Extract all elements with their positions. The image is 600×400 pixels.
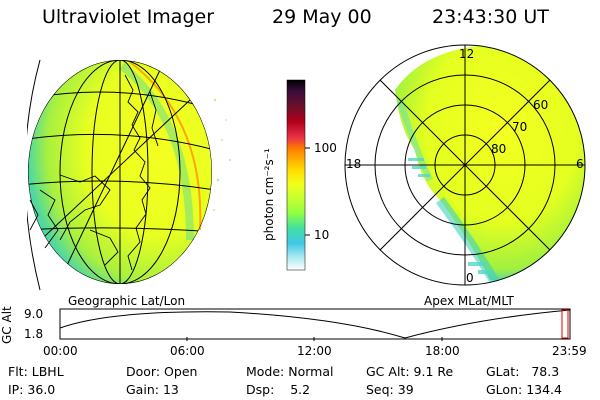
- altitude-ytick-high: 9.0: [24, 307, 44, 321]
- info-door: Door: Open: [126, 364, 198, 379]
- apex-caption: Apex MLat/MLT: [424, 294, 514, 308]
- limb-highlight: [129, 61, 202, 231]
- altitude-plot: [59, 308, 571, 341]
- polar-label-6: 6: [576, 157, 584, 171]
- geographic-view: [27, 59, 231, 291]
- polar-lat-70: 70: [512, 120, 528, 134]
- date-label: 29 May 00: [272, 6, 372, 28]
- polar-label-12: 12: [459, 47, 475, 61]
- time-tick-1200: 12:00: [297, 344, 332, 358]
- polar-label-0: 0: [466, 271, 474, 285]
- polar-lat-80: 80: [491, 142, 507, 156]
- altitude-curve: [59, 309, 571, 339]
- info-seq: Seq: 39: [366, 382, 414, 397]
- polar-label-18: 18: [346, 157, 362, 171]
- polar-view: [344, 44, 586, 286]
- time-label: 23:43:30 UT: [432, 6, 549, 28]
- info-glat: GLat: 78.3: [486, 364, 560, 379]
- altitude-ytick-low: 1.8: [24, 327, 44, 341]
- colorbar-scale: [286, 79, 306, 271]
- current-time-marker: [561, 309, 569, 339]
- polar-lat-60: 60: [533, 98, 549, 112]
- instrument-title: Ultraviolet Imager: [42, 6, 215, 28]
- time-tick-0000: 00:00: [43, 344, 78, 358]
- coastlines: [29, 74, 159, 271]
- altitude-ylabel: GC Alt: [0, 306, 14, 344]
- info-mode: Mode: Normal: [246, 364, 334, 379]
- colorbar-unit-label: photon cm⁻²s⁻¹: [262, 148, 276, 241]
- colorbar-tick-100: 100: [314, 141, 337, 155]
- time-tick-2359: 23:59: [552, 344, 587, 358]
- info-dsp: Dsp: 5.2: [246, 382, 311, 397]
- info-flt: Flt: LBHL: [8, 364, 64, 379]
- geographic-caption: Geographic Lat/Lon: [68, 294, 186, 308]
- time-tick-0600: 06:00: [170, 344, 205, 358]
- info-glon: GLon: 134.4: [486, 382, 562, 397]
- info-ip: IP: 36.0: [8, 382, 56, 397]
- time-tick-1800: 18:00: [425, 344, 460, 358]
- info-gcalt: GC Alt: 9.1 Re: [366, 364, 454, 379]
- colorbar-tick-10: 10: [314, 228, 330, 242]
- info-gain: Gain: 13: [126, 382, 179, 397]
